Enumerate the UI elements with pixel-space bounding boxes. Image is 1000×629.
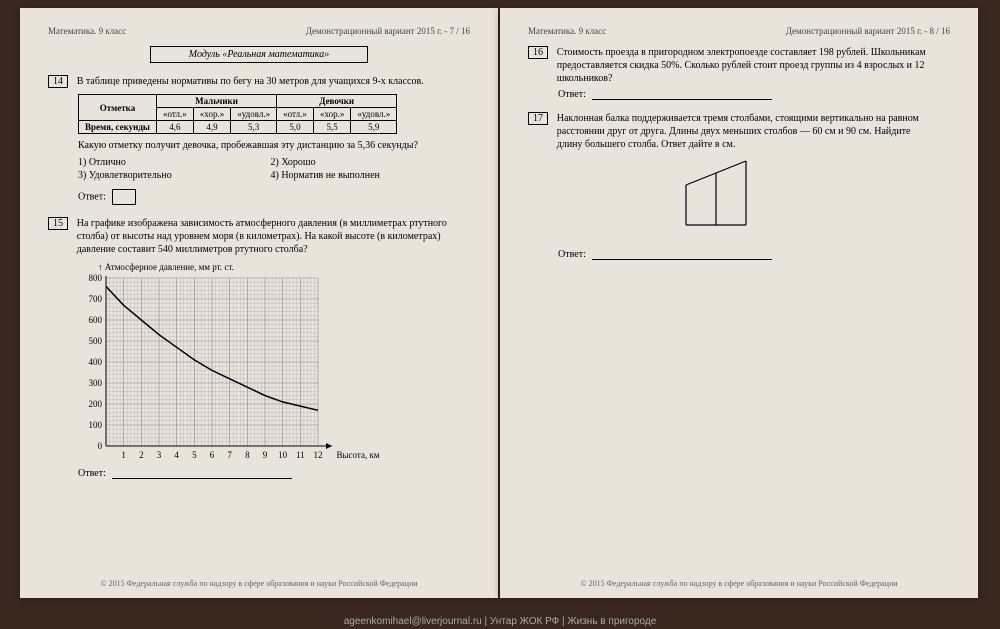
page-header: Математика. 9 класс Демонстрационный вар…: [48, 26, 470, 36]
answer-box[interactable]: [112, 189, 136, 205]
question-number: 15: [48, 217, 68, 230]
table-group-boys: Мальчики: [156, 95, 276, 108]
table-group-girls: Девочки: [277, 95, 397, 108]
answer-row: Ответ:: [558, 249, 950, 260]
table-corner: Отметка: [79, 95, 157, 121]
watermark: ageenkomihael@liverjournal.ru | Унтар ЖО…: [0, 616, 1000, 627]
svg-text:700: 700: [89, 294, 103, 304]
chart-svg: 1002003004005006007008000123456789101112…: [78, 274, 418, 464]
table-cell: «отл.»: [156, 108, 193, 121]
answer-row: Ответ:: [78, 468, 470, 479]
svg-text:5: 5: [192, 450, 197, 460]
table-cell: «удовл.»: [351, 108, 397, 121]
svg-text:400: 400: [89, 357, 103, 367]
svg-text:8: 8: [245, 450, 250, 460]
table-cell: 4,9: [193, 121, 230, 134]
question-text: Стоимость проезда в пригородном электроп…: [557, 46, 937, 85]
page-right: Математика. 9 класс Демонстрационный вар…: [500, 8, 978, 598]
svg-text:7: 7: [227, 450, 232, 460]
table-cell: «хор.»: [193, 108, 230, 121]
options-list: 1) Отлично 2) Хорошо 3) Удовлетворительн…: [78, 157, 470, 183]
answer-row: Ответ:: [558, 89, 950, 100]
svg-text:200: 200: [89, 399, 103, 409]
question-number: 14: [48, 75, 68, 88]
svg-text:1: 1: [121, 450, 126, 460]
answer-label: Ответ:: [558, 249, 586, 260]
question-number: 16: [528, 46, 548, 59]
svg-text:Высота, км: Высота, км: [336, 450, 379, 460]
page-header: Математика. 9 класс Демонстрационный вар…: [528, 26, 950, 36]
svg-text:11: 11: [296, 450, 305, 460]
question-16: 16 Стоимость проезда в пригородном элект…: [528, 46, 950, 100]
beam-diagram: [678, 159, 950, 229]
table-cell: 5,5: [313, 121, 350, 134]
svg-text:12: 12: [314, 450, 323, 460]
svg-text:2: 2: [139, 450, 144, 460]
question-text: В таблице приведены нормативы по бегу на…: [77, 75, 457, 88]
answer-label: Ответ:: [78, 191, 106, 202]
question-15: 15 На графике изображена зависимость атм…: [48, 217, 470, 479]
option-2: 2) Хорошо: [271, 157, 461, 168]
svg-text:4: 4: [174, 450, 179, 460]
sub-question: Какую отметку получит девочка, пробежавш…: [78, 140, 470, 151]
module-title: Модуль «Реальная математика»: [150, 46, 368, 63]
svg-text:0: 0: [98, 441, 103, 451]
table-cell: 5,9: [351, 121, 397, 134]
beam-svg: [678, 159, 758, 229]
answer-row: Ответ:: [78, 189, 470, 205]
svg-text:800: 800: [89, 274, 103, 283]
answer-underline[interactable]: [592, 99, 772, 100]
page-footer: © 2015 Федеральная служба по надзору в с…: [528, 579, 950, 588]
table-cell: «удовл.»: [231, 108, 277, 121]
header-subject: Математика. 9 класс: [48, 26, 126, 36]
svg-text:600: 600: [89, 315, 103, 325]
table-cell: «отл.»: [277, 108, 314, 121]
answer-underline[interactable]: [112, 478, 292, 479]
header-subject: Математика. 9 класс: [528, 26, 606, 36]
answer-label: Ответ:: [78, 468, 106, 479]
table-row-label: Время, секунды: [79, 121, 157, 134]
table-cell: «хор.»: [313, 108, 350, 121]
svg-text:6: 6: [210, 450, 215, 460]
question-number: 17: [528, 112, 548, 125]
svg-text:3: 3: [157, 450, 162, 460]
option-4: 4) Норматив не выполнен: [271, 170, 461, 181]
answer-label: Ответ:: [558, 89, 586, 100]
question-text: На графике изображена зависимость атмосф…: [77, 217, 457, 256]
svg-text:100: 100: [89, 420, 103, 430]
svg-text:10: 10: [278, 450, 288, 460]
page-left: Математика. 9 класс Демонстрационный вар…: [20, 8, 498, 598]
page-footer: © 2015 Федеральная служба по надзору в с…: [48, 579, 470, 588]
header-variant: Демонстрационный вариант 2015 г. - 8 / 1…: [786, 26, 950, 36]
table-cell: 4,6: [156, 121, 193, 134]
table-cell: 5,3: [231, 121, 277, 134]
header-variant: Демонстрационный вариант 2015 г. - 7 / 1…: [306, 26, 470, 36]
svg-text:300: 300: [89, 378, 103, 388]
answer-underline[interactable]: [592, 259, 772, 260]
norms-table: Отметка Мальчики Девочки «отл.» «хор.» «…: [78, 94, 397, 134]
option-3: 3) Удовлетворительно: [78, 170, 268, 181]
pressure-chart: ↑ Атмосферное давление, мм рт. ст. 10020…: [78, 262, 470, 464]
y-axis-label: ↑ Атмосферное давление, мм рт. ст.: [98, 262, 470, 272]
svg-text:500: 500: [89, 336, 103, 346]
question-text: Наклонная балка поддерживается тремя сто…: [557, 112, 937, 151]
page-spread: Математика. 9 класс Демонстрационный вар…: [0, 0, 1000, 598]
table-cell: 5,0: [277, 121, 314, 134]
svg-text:9: 9: [263, 450, 268, 460]
question-17: 17 Наклонная балка поддерживается тремя …: [528, 112, 950, 260]
option-1: 1) Отлично: [78, 157, 268, 168]
question-14: 14 В таблице приведены нормативы по бегу…: [48, 75, 470, 205]
